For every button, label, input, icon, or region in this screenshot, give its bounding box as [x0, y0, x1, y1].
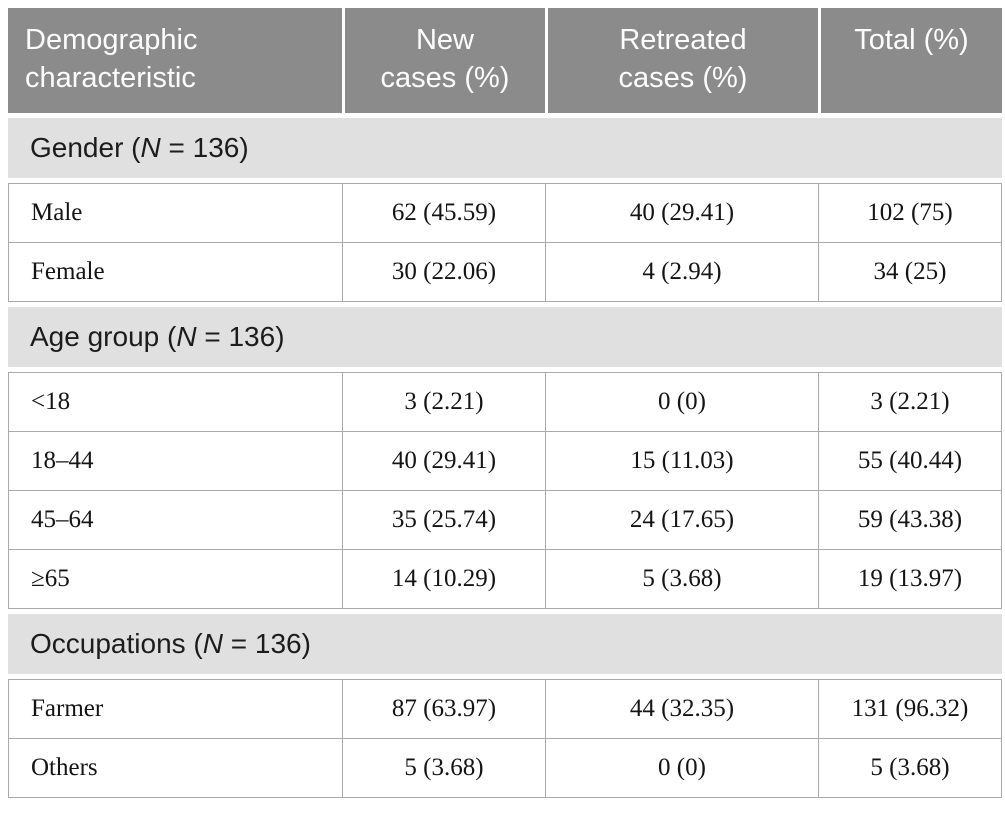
header-cell-demographic-characteristic: Demographic characteristic [8, 8, 342, 113]
n-symbol: N [176, 321, 197, 352]
table-row: Others 5 (3.68) 0 (0) 5 (3.68) [9, 738, 1001, 797]
retreated-cases-cell: 15 (11.03) [545, 432, 818, 490]
new-cases-cell: 62 (45.59) [342, 184, 545, 242]
section-title: Gender (N = 136) [30, 132, 249, 163]
retreated-cases-cell: 5 (3.68) [545, 550, 818, 608]
n-symbol: N [202, 628, 223, 659]
section-title: Age group (N = 136) [30, 321, 285, 352]
retreated-cases-cell: 44 (32.35) [545, 680, 818, 738]
retreated-cases-cell: 24 (17.65) [545, 491, 818, 549]
total-cell: 102 (75) [818, 184, 1001, 242]
section-title: Occupations (N = 136) [30, 628, 311, 659]
table-row: Male 62 (45.59) 40 (29.41) 102 (75) [9, 184, 1001, 242]
row-label-cell: Others [31, 754, 98, 781]
total-cell: 55 (40.44) [818, 432, 1001, 490]
row-label-cell: Farmer [31, 695, 104, 722]
new-cases-cell: 3 (2.21) [342, 373, 545, 431]
gender-rows-group: Male 62 (45.59) 40 (29.41) 102 (75) Fema… [8, 183, 1002, 302]
row-label-cell: <18 [31, 388, 71, 415]
table-row: 18–44 40 (29.41) 15 (11.03) 55 (40.44) [9, 431, 1001, 490]
total-cell: 34 (25) [818, 243, 1001, 301]
new-cases-cell: 87 (63.97) [342, 680, 545, 738]
header-line: cases (%) [380, 62, 510, 94]
section-header-gender: Gender (N = 136) [8, 118, 1002, 178]
header-line: cases (%) [618, 62, 748, 94]
retreated-cases-cell: 40 (29.41) [545, 184, 818, 242]
total-cell: 5 (3.68) [818, 739, 1001, 797]
occupations-rows-group: Farmer 87 (63.97) 44 (32.35) 131 (96.32)… [8, 679, 1002, 798]
header-cell-new-cases: New cases (%) [342, 8, 545, 113]
row-label-cell: Female [31, 258, 105, 285]
header-cell-total: Total (%) [818, 8, 1002, 113]
new-cases-cell: 5 (3.68) [342, 739, 545, 797]
section-header-age-group: Age group (N = 136) [8, 307, 1002, 367]
new-cases-cell: 35 (25.74) [342, 491, 545, 549]
retreated-cases-cell: 4 (2.94) [545, 243, 818, 301]
row-label-cell: 45–64 [31, 506, 94, 533]
age-group-rows-group: <18 3 (2.21) 0 (0) 3 (2.21) 18–44 40 (29… [8, 372, 1002, 609]
row-label-cell: ≥65 [31, 565, 70, 592]
total-cell: 131 (96.32) [818, 680, 1001, 738]
row-label-cell: Male [31, 199, 83, 226]
header-cell-retreated-cases: Retreated cases (%) [545, 8, 818, 113]
total-cell: 19 (13.97) [818, 550, 1001, 608]
total-cell: 3 (2.21) [818, 373, 1001, 431]
header-line: characteristic [25, 62, 196, 94]
demographics-table: Demographic characteristic New cases (%)… [8, 8, 1002, 798]
table-row: ≥65 14 (10.29) 5 (3.68) 19 (13.97) [9, 549, 1001, 608]
header-line: New [415, 24, 474, 56]
header-line: Retreated [619, 24, 747, 56]
new-cases-cell: 14 (10.29) [342, 550, 545, 608]
table-row: Female 30 (22.06) 4 (2.94) 34 (25) [9, 242, 1001, 301]
row-label-cell: 18–44 [31, 447, 94, 474]
total-cell: 59 (43.38) [818, 491, 1001, 549]
n-symbol: N [140, 132, 161, 163]
table-row: Farmer 87 (63.97) 44 (32.35) 131 (96.32) [9, 680, 1001, 738]
header-line: Total (%) [854, 24, 969, 56]
section-header-occupations: Occupations (N = 136) [8, 614, 1002, 674]
table-row: 45–64 35 (25.74) 24 (17.65) 59 (43.38) [9, 490, 1001, 549]
table-header-row: Demographic characteristic New cases (%)… [8, 8, 1002, 113]
new-cases-cell: 30 (22.06) [342, 243, 545, 301]
table-row: <18 3 (2.21) 0 (0) 3 (2.21) [9, 373, 1001, 431]
header-line: Demographic [25, 24, 198, 56]
retreated-cases-cell: 0 (0) [545, 373, 818, 431]
new-cases-cell: 40 (29.41) [342, 432, 545, 490]
retreated-cases-cell: 0 (0) [545, 739, 818, 797]
